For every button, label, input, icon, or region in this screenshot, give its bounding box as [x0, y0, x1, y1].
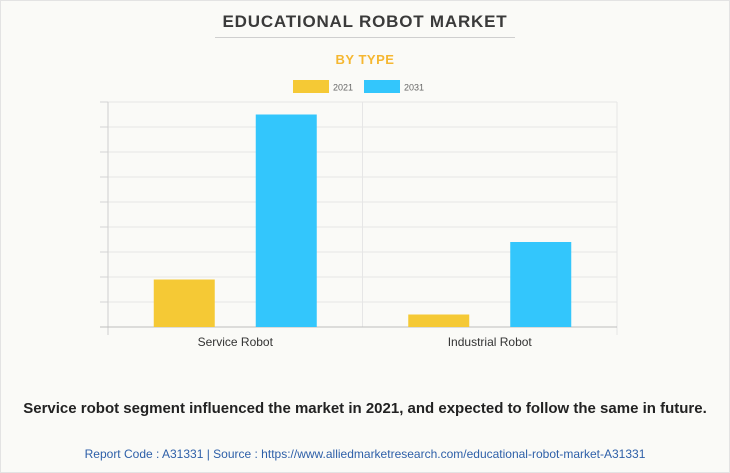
legend-label-2031: 2031: [404, 83, 424, 93]
source-line[interactable]: Report Code : A31331 | Source : https://…: [84, 447, 646, 461]
bar-industrial-robot-2021: [408, 314, 470, 327]
title-divider: [215, 37, 515, 38]
bar-service-robot-2021: [153, 279, 215, 327]
legend-swatch-2031: [364, 80, 400, 93]
chart-title: EDUCATIONAL ROBOT MARKET: [222, 12, 508, 31]
chart-footnote: Service robot segment influenced the mar…: [23, 400, 707, 417]
legend-swatch-2021: [293, 80, 329, 93]
x-tick-label: Service Robot: [198, 335, 274, 349]
bar-service-robot-2031: [255, 114, 317, 327]
legend-label-2021: 2021: [333, 83, 353, 93]
bar-chart: Service Robot Industrial Robot 2021 2031: [100, 80, 618, 349]
bar-industrial-robot-2031: [510, 242, 572, 327]
chart-subtitle: BY TYPE: [335, 52, 395, 67]
x-tick-label: Industrial Robot: [448, 335, 533, 349]
